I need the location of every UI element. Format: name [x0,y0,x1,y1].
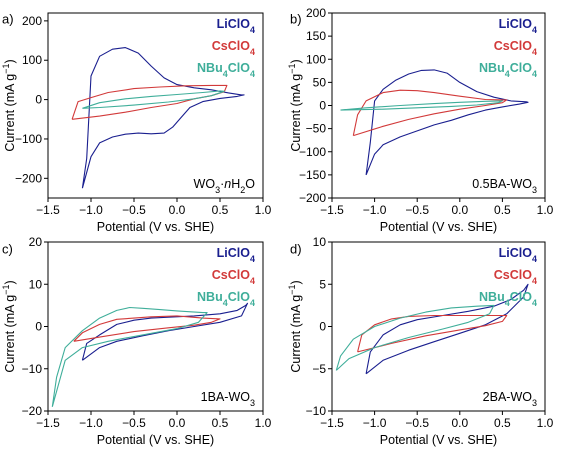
x-tick-label: 1.0 [537,203,554,217]
x-tick-label: −1.5 [320,203,344,217]
legend-entry-liclo4: LiClO4 [499,17,537,35]
sample-label: 2BA-WO3 [483,390,537,408]
x-tick-label: 0.5 [212,416,229,430]
x-tick-label: 0.5 [494,203,511,217]
x-tick-label: −0.5 [122,416,146,430]
x-tick-label: −0.5 [405,203,429,217]
y-tick-label: −150 [299,168,326,182]
legend-entry-csclo4: CsClO4 [494,39,537,57]
y-tick-label: 0 [35,320,42,334]
x-tick-label: −1.5 [36,416,60,430]
x-tick-label: 1.0 [255,416,272,430]
legend-entry-liclo4: LiClO4 [217,246,255,264]
legend-entry-csclo4: CsClO4 [212,39,255,57]
x-tick-label: 0.0 [451,416,468,430]
sample-label: 0.5BA-WO3 [472,177,537,195]
series-line-nbu4clo4 [335,304,495,371]
series-line-nbu4clo4 [51,306,208,407]
legend-entry-liclo4: LiClO4 [217,17,255,35]
y-tick-label: 200 [306,6,326,20]
y-tick-label: −5 [312,362,326,376]
sample-label: 1BA-WO3 [201,390,255,408]
y-tick-label: −200 [299,191,326,205]
legend-entry-csclo4: CsClO4 [212,268,255,286]
x-tick-label: −1.0 [363,416,387,430]
y-tick-label: 10 [29,277,43,291]
series-line-liclo4 [81,47,245,189]
panel-letter: b) [290,12,302,27]
y-tick-label: −20 [22,404,43,418]
legend-entry-nbu4clo4: NBu4ClO4 [197,290,255,308]
plot-frame [47,12,264,199]
series-line-liclo4 [81,302,249,361]
y-tick-label: −100 [15,132,42,146]
x-tick-label: −0.5 [122,203,146,217]
y-tick-label: −100 [299,145,326,159]
series-line-csclo4 [71,84,228,120]
y-tick-label: 10 [313,235,327,249]
x-tick-label: −1.5 [36,203,60,217]
x-axis-label: Potential (V vs. SHE) [380,220,497,234]
x-axis-label: Potential (V vs. SHE) [97,220,214,234]
panel-b: b) −1.5 −1.0 −0.5 0.0 0.5 1.0 −200 −150 −100 −50 0 5… [287,6,554,234]
sample-label: WO3·nH2O [194,177,256,195]
series-line-nbu4clo4 [82,90,225,109]
y-tick-label: −200 [15,171,42,185]
legend-entry-nbu4clo4: NBu4ClO4 [479,61,537,79]
y-tick-label: 0 [35,93,42,107]
y-tick-label: 200 [22,14,42,28]
y-tick-label: 150 [306,29,326,43]
legend-entry-nbu4clo4: NBu4ClO4 [197,61,255,79]
x-tick-label: 0.5 [212,203,229,217]
series-line-nbu4clo4 [340,100,503,111]
series-line-liclo4 [365,283,529,375]
y-tick-label: 0 [319,99,326,113]
x-axis-label: Potential (V vs. SHE) [380,433,497,447]
y-axis-label: Current (mA g−1) [287,59,303,151]
x-tick-label: 0.0 [169,203,186,217]
legend-entry-nbu4clo4: NBu4ClO4 [479,290,537,308]
panel-c: c) −1.5 −1.0 −0.5 0.0 0.5 1.0 −20 −10 0 10 20 Potent… [1,235,272,447]
y-axis-label: Current (mA g−1) [1,280,17,372]
panel-letter: c) [2,242,13,257]
y-tick-label: 20 [29,235,43,249]
y-axis-label: Current (mA g−1) [287,280,303,372]
x-tick-label: 0.0 [451,203,468,217]
y-tick-label: 5 [319,277,326,291]
x-tick-label: −1.5 [320,416,344,430]
y-tick-label: −50 [306,122,327,136]
x-tick-label: −1.0 [79,203,103,217]
x-tick-label: −0.5 [405,416,429,430]
series-line-csclo4 [73,315,221,342]
x-tick-label: 0.5 [494,416,511,430]
x-tick-label: −1.0 [79,416,103,430]
legend-entry-csclo4: CsClO4 [494,268,537,286]
x-tick-label: 1.0 [255,203,272,217]
y-tick-label: 100 [306,52,326,66]
x-tick-label: 1.0 [537,416,554,430]
series-line-csclo4 [352,89,508,137]
x-tick-label: −1.0 [363,203,387,217]
panel-letter: d) [290,242,302,257]
y-tick-label: 50 [313,75,327,89]
series-line-liclo4 [365,69,529,176]
x-tick-label: 0.0 [169,416,186,430]
y-axis-label: Current (mA g−1) [1,59,17,151]
y-tick-label: −10 [22,362,43,376]
x-axis-label: Potential (V vs. SHE) [97,433,214,447]
y-tick-label: −10 [306,404,327,418]
y-tick-label: 100 [22,53,42,67]
panel-d: d) −1.5 −1.0 −0.5 0.0 0.5 1.0 −10 −5 0 5 10 Potentia… [287,235,554,447]
panel-letter: a) [2,12,14,27]
y-tick-label: 0 [319,320,326,334]
panel-a: a) −1.5 −1.0 −0.5 0.0 0.5 1.0 −200 −100 0 100 200 Po… [1,12,272,234]
legend-entry-liclo4: LiClO4 [499,246,537,264]
